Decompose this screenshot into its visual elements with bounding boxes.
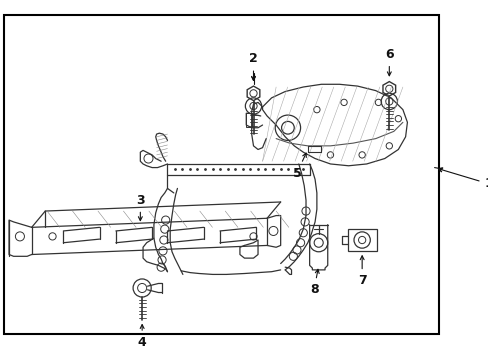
Text: 5: 5 — [292, 153, 305, 180]
Text: 4: 4 — [138, 325, 146, 349]
Bar — [347, 229, 376, 251]
Text: 2: 2 — [248, 53, 257, 80]
Bar — [246, 113, 251, 127]
Text: 7: 7 — [357, 256, 366, 287]
Text: 8: 8 — [309, 269, 319, 296]
Text: 3: 3 — [136, 194, 144, 221]
Text: 6: 6 — [384, 48, 393, 76]
Text: 1: 1 — [438, 168, 488, 190]
